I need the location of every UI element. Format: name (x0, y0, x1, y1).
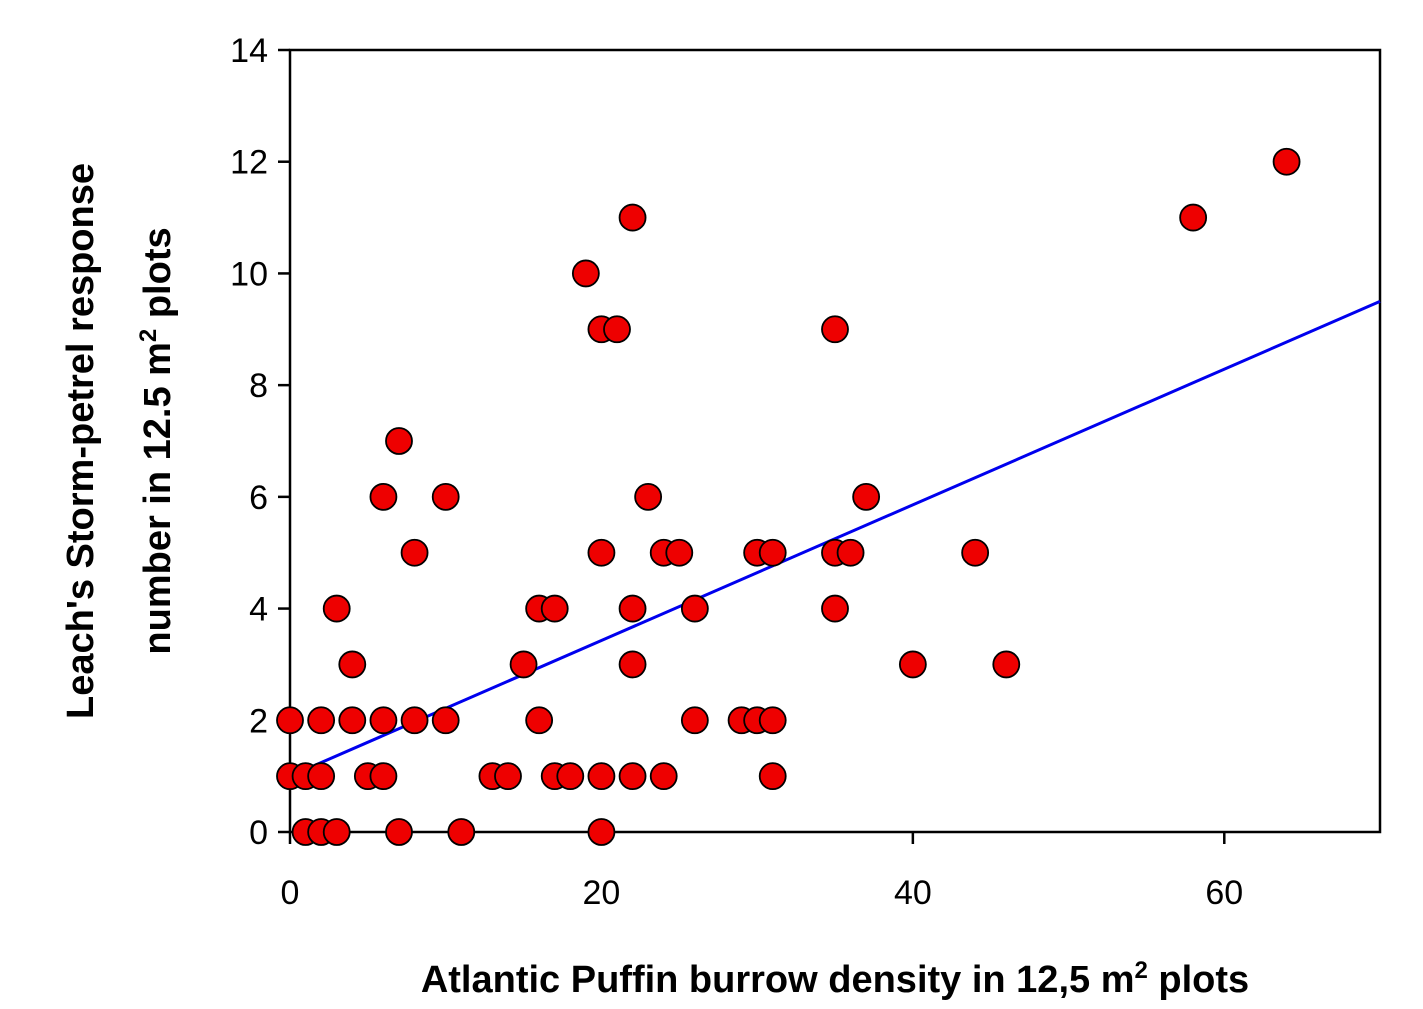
data-point (649, 762, 678, 791)
y-tick-label: 6 (249, 479, 268, 517)
data-point (587, 538, 616, 567)
data-point (276, 706, 304, 735)
data-point (603, 315, 631, 344)
y-tick-label: 10 (230, 255, 268, 293)
data-point (525, 706, 554, 735)
data-point (494, 762, 522, 791)
data-point (961, 538, 990, 567)
data-point (385, 427, 413, 455)
data-point (852, 482, 881, 511)
data-point (571, 259, 600, 288)
x-tick-label: 60 (1205, 874, 1243, 912)
data-point (1179, 203, 1208, 232)
data-points-group (276, 147, 1301, 846)
data-point (992, 650, 1021, 679)
data-point (369, 706, 398, 735)
data-point (322, 818, 351, 846)
data-point (322, 594, 351, 623)
data-point (758, 762, 787, 791)
data-point (680, 706, 709, 735)
x-axis-title: Atlantic Puffin burrow density in 12,5 m… (421, 957, 1249, 1001)
data-point (307, 706, 336, 735)
data-point (587, 762, 616, 791)
data-point (385, 818, 413, 846)
y-tick-label: 0 (249, 814, 268, 852)
data-point (400, 706, 429, 735)
data-point (758, 706, 787, 735)
regression-line (289, 299, 1381, 778)
data-point (634, 482, 663, 511)
tick-labels-group: 0 2 4 6 8 10 12 14 0 20 40 60 (230, 32, 1243, 912)
y-axis-title-line2: number in 12.5 m2 plots (135, 227, 179, 654)
data-point (836, 538, 865, 567)
data-point (431, 706, 460, 735)
data-point (758, 538, 787, 567)
y-tick-label: 14 (230, 32, 268, 70)
data-point (540, 594, 569, 623)
data-point (898, 650, 927, 679)
data-point (447, 818, 476, 846)
x-tick-label: 20 (583, 874, 621, 912)
data-point (431, 482, 460, 511)
data-point (680, 594, 709, 623)
data-point (618, 762, 647, 791)
data-point (338, 706, 367, 735)
regression-line-group (289, 299, 1381, 778)
data-point (618, 594, 647, 623)
x-tick-label: 40 (894, 874, 932, 912)
data-point (509, 650, 538, 679)
y-axis-title: Leach's Storm-petrel response (60, 163, 102, 719)
data-point (821, 594, 849, 623)
data-point (369, 762, 398, 791)
data-point (369, 482, 398, 511)
data-point (338, 650, 367, 679)
data-point (665, 538, 694, 567)
plot-frame (288, 48, 1382, 834)
data-point (587, 818, 616, 846)
y-tick-label: 12 (230, 144, 268, 182)
y-tick-label: 4 (249, 591, 268, 629)
data-point (618, 650, 647, 679)
data-point (821, 315, 849, 344)
data-point (400, 538, 429, 567)
x-tick-label: 0 (281, 874, 300, 912)
y-tick-label: 8 (249, 367, 268, 405)
y-tick-label: 2 (249, 702, 268, 740)
data-point (1272, 147, 1301, 176)
data-point (618, 203, 647, 232)
data-point (556, 762, 585, 791)
data-point (307, 762, 336, 791)
